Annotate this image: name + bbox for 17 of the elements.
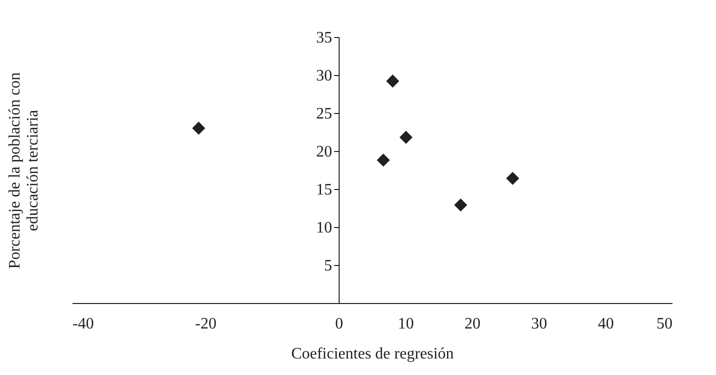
y-axis-title: Porcentaje de la población con educación terciaria	[6, 72, 42, 269]
x-tick-label: -40	[72, 316, 94, 332]
x-tick-label: 50	[656, 316, 672, 332]
x-tick-label: 40	[598, 316, 614, 332]
y-tick-label: 35	[316, 30, 332, 46]
y-tick-label: 15	[316, 182, 332, 198]
x-tick-label: 20	[464, 316, 480, 332]
y-tick-label: 5	[324, 258, 332, 274]
x-tick-label: 30	[531, 316, 548, 332]
x-axis-title: Coeficientes de regresión	[291, 346, 454, 362]
x-tick-label: 0	[335, 316, 344, 332]
y-tick-label: 20	[316, 144, 332, 160]
y-tick-label: 10	[316, 220, 332, 236]
x-tick-label: -20	[195, 316, 216, 332]
x-tick-label: 10	[398, 316, 414, 332]
y-tick-label: 30	[316, 68, 332, 84]
y-tick-label: 25	[316, 106, 332, 122]
